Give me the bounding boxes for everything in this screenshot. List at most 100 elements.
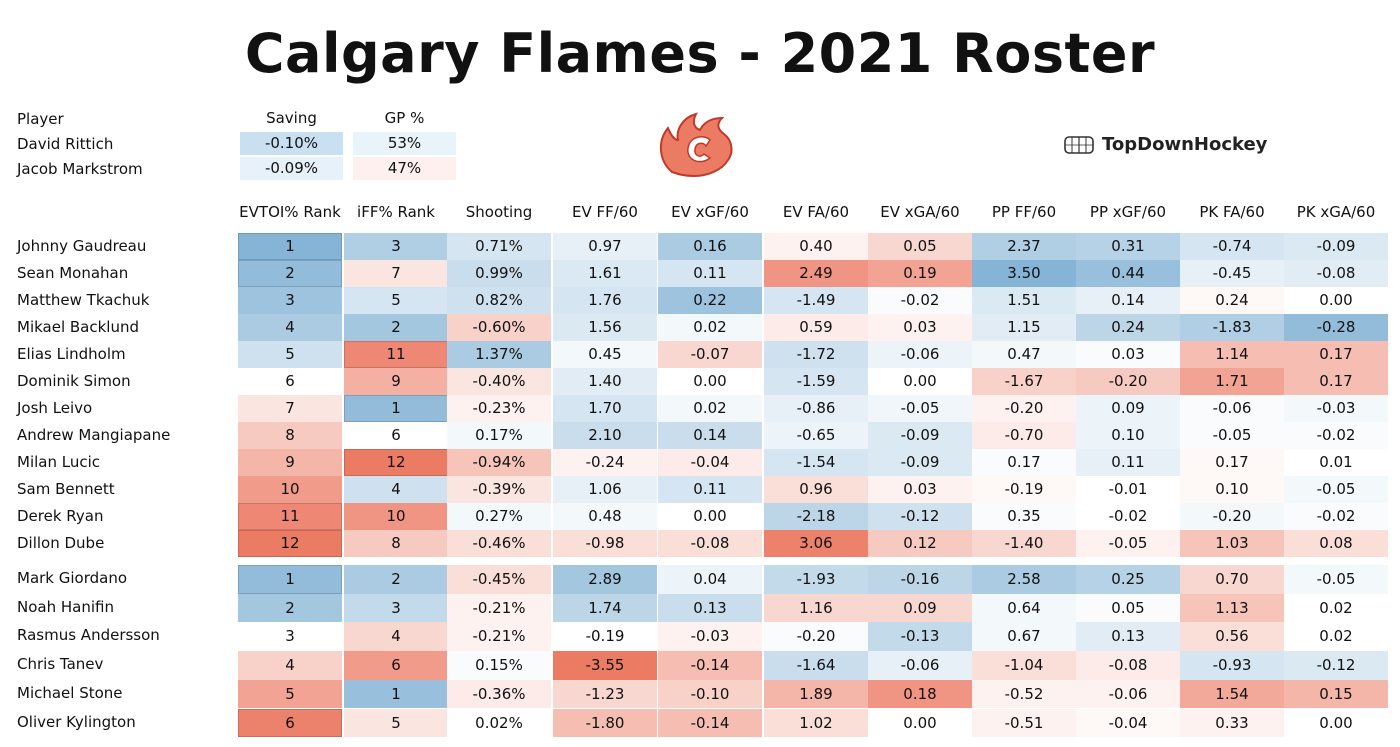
goalie-header-gp: GP % xyxy=(384,109,425,127)
forward-cell-ev-xga-60: 0.03 xyxy=(868,476,972,503)
forward-cell-pp-xgf-60: 0.09 xyxy=(1076,395,1180,422)
defense-cell-ev-ff-60: -0.19 xyxy=(553,622,657,652)
defense-cell-iff-rank: 5 xyxy=(344,708,448,738)
defense-cell-pp-ff-60: 0.67 xyxy=(972,622,1076,652)
forward-cell-evtoi-rank: 5 xyxy=(238,341,342,368)
group-divider xyxy=(238,558,1400,560)
forward-cell-pp-xgf-60: 0.44 xyxy=(1076,260,1180,287)
forward-cell-shooting: -0.39% xyxy=(447,476,551,503)
defense-cell-pp-xgf-60: 0.25 xyxy=(1076,565,1180,594)
forward-cell-ev-fa-60: -1.54 xyxy=(764,449,868,476)
forward-cell-pk-fa-60: 0.17 xyxy=(1180,449,1284,476)
forward-cell-shooting: -0.40% xyxy=(447,368,551,395)
defense-cell-shooting: -0.21% xyxy=(447,622,551,652)
defense-cell-ev-xga-60: -0.13 xyxy=(868,622,972,652)
defense-cell-pp-ff-60: -1.04 xyxy=(972,651,1076,680)
forward-cell-iff-rank: 5 xyxy=(344,287,448,314)
player-name: Mikael Backlund xyxy=(17,318,140,336)
forward-cell-evtoi-rank: 4 xyxy=(238,314,342,341)
brand-logo: TopDownHockey xyxy=(1064,134,1267,155)
defense-cell-ev-xgf-60: -0.03 xyxy=(658,622,762,652)
forward-cell-ev-fa-60: 0.40 xyxy=(764,233,868,260)
forward-cell-pk-xga-60: -0.05 xyxy=(1284,476,1388,503)
forward-cell-pp-ff-60: 0.17 xyxy=(972,449,1076,476)
player-name: Josh Leivo xyxy=(17,399,93,417)
column-header-ev-fa-60: EV FA/60 xyxy=(782,203,850,221)
forward-cell-pk-xga-60: 0.08 xyxy=(1284,530,1388,557)
forward-cell-iff-rank: 9 xyxy=(344,368,448,395)
defense-cell-ev-xga-60: -0.06 xyxy=(868,651,972,680)
goalie-header-saving: Saving xyxy=(266,109,317,127)
defense-cell-ev-xgf-60: -0.10 xyxy=(658,679,762,709)
forward-cell-ev-fa-60: -1.72 xyxy=(764,341,868,368)
player-name: Noah Hanifin xyxy=(17,597,114,616)
defense-cell-pp-ff-60: -0.51 xyxy=(972,708,1076,738)
flames-logo-icon xyxy=(660,112,733,178)
goalie-saving: -0.09% xyxy=(240,157,343,180)
forward-cell-iff-rank: 10 xyxy=(344,503,448,530)
forward-cell-ev-xgf-60: 0.02 xyxy=(658,314,762,341)
forward-cell-pp-ff-60: 0.47 xyxy=(972,341,1076,368)
column-header-pk-xga-60: PK xGA/60 xyxy=(1296,203,1376,221)
forward-cell-ev-fa-60: -1.59 xyxy=(764,368,868,395)
column-header-pp-ff-60: PP FF/60 xyxy=(991,203,1057,221)
forward-cell-ev-xgf-60: -0.04 xyxy=(658,449,762,476)
forward-cell-shooting: -0.46% xyxy=(447,530,551,557)
player-name: Michael Stone xyxy=(17,683,123,702)
forward-cell-ev-xga-60: -0.05 xyxy=(868,395,972,422)
forward-cell-iff-rank: 4 xyxy=(344,476,448,503)
forward-cell-pp-ff-60: -0.20 xyxy=(972,395,1076,422)
forward-cell-shooting: 0.17% xyxy=(447,422,551,449)
column-header-iff-rank: iFF% Rank xyxy=(357,203,435,221)
goalie-name: David Rittich xyxy=(17,135,114,153)
player-name: Derek Ryan xyxy=(17,507,104,525)
forward-cell-pp-ff-60: 2.37 xyxy=(972,233,1076,260)
column-header-pk-fa-60: PK FA/60 xyxy=(1199,203,1265,221)
defense-cell-pp-xgf-60: 0.05 xyxy=(1076,593,1180,623)
defense-cell-iff-rank: 2 xyxy=(344,565,448,594)
forward-cell-pk-fa-60: -0.45 xyxy=(1180,260,1284,287)
forward-cell-ev-ff-60: 2.10 xyxy=(553,422,657,449)
forward-cell-ev-xgf-60: -0.08 xyxy=(658,530,762,557)
forward-cell-iff-rank: 8 xyxy=(344,530,448,557)
defense-cell-shooting: 0.02% xyxy=(447,708,551,738)
goalie-name: Jacob Markstrom xyxy=(17,160,143,178)
defense-cell-iff-rank: 1 xyxy=(344,679,448,709)
forward-cell-pk-fa-60: 0.10 xyxy=(1180,476,1284,503)
defense-cell-iff-rank: 3 xyxy=(344,593,448,623)
forward-cell-shooting: -0.23% xyxy=(447,395,551,422)
forward-cell-ev-fa-60: -2.18 xyxy=(764,503,868,530)
forward-cell-pk-fa-60: -1.83 xyxy=(1180,314,1284,341)
defense-cell-iff-rank: 4 xyxy=(344,622,448,652)
forward-cell-ev-fa-60: -0.65 xyxy=(764,422,868,449)
defense-cell-evtoi-rank: 1 xyxy=(238,565,342,594)
forward-cell-ev-xga-60: -0.06 xyxy=(868,341,972,368)
forward-cell-ev-xgf-60: 0.00 xyxy=(658,503,762,530)
defense-cell-ev-ff-60: 1.74 xyxy=(553,593,657,623)
player-name: Sean Monahan xyxy=(17,264,129,282)
forward-cell-ev-xgf-60: 0.16 xyxy=(658,233,762,260)
defense-cell-evtoi-rank: 2 xyxy=(238,593,342,623)
forward-cell-ev-ff-60: 1.61 xyxy=(553,260,657,287)
player-name: Mark Giordano xyxy=(17,569,128,587)
forward-cell-pp-ff-60: 1.51 xyxy=(972,287,1076,314)
forward-cell-ev-xgf-60: 0.22 xyxy=(658,287,762,314)
forward-cell-pp-ff-60: -0.70 xyxy=(972,422,1076,449)
forward-cell-ev-fa-60: -0.86 xyxy=(764,395,868,422)
defense-cell-pp-ff-60: -0.52 xyxy=(972,679,1076,709)
defense-cell-pk-fa-60: 1.13 xyxy=(1180,593,1284,623)
forward-cell-shooting: 0.82% xyxy=(447,287,551,314)
forward-cell-ev-xgf-60: 0.00 xyxy=(658,368,762,395)
forward-cell-pp-xgf-60: 0.24 xyxy=(1076,314,1180,341)
forward-cell-ev-xga-60: -0.09 xyxy=(868,449,972,476)
forward-cell-ev-ff-60: 1.70 xyxy=(553,395,657,422)
forward-cell-ev-xgf-60: 0.14 xyxy=(658,422,762,449)
forward-cell-evtoi-rank: 1 xyxy=(238,233,342,260)
defense-cell-pk-fa-60: 1.54 xyxy=(1180,679,1284,709)
forward-cell-ev-xga-60: 0.00 xyxy=(868,368,972,395)
forward-cell-pk-fa-60: 1.03 xyxy=(1180,530,1284,557)
player-name: Dillon Dube xyxy=(17,534,105,552)
forward-cell-pp-ff-60: -1.67 xyxy=(972,368,1076,395)
defense-cell-pp-xgf-60: -0.04 xyxy=(1076,708,1180,738)
forward-cell-ev-xgf-60: 0.11 xyxy=(658,476,762,503)
